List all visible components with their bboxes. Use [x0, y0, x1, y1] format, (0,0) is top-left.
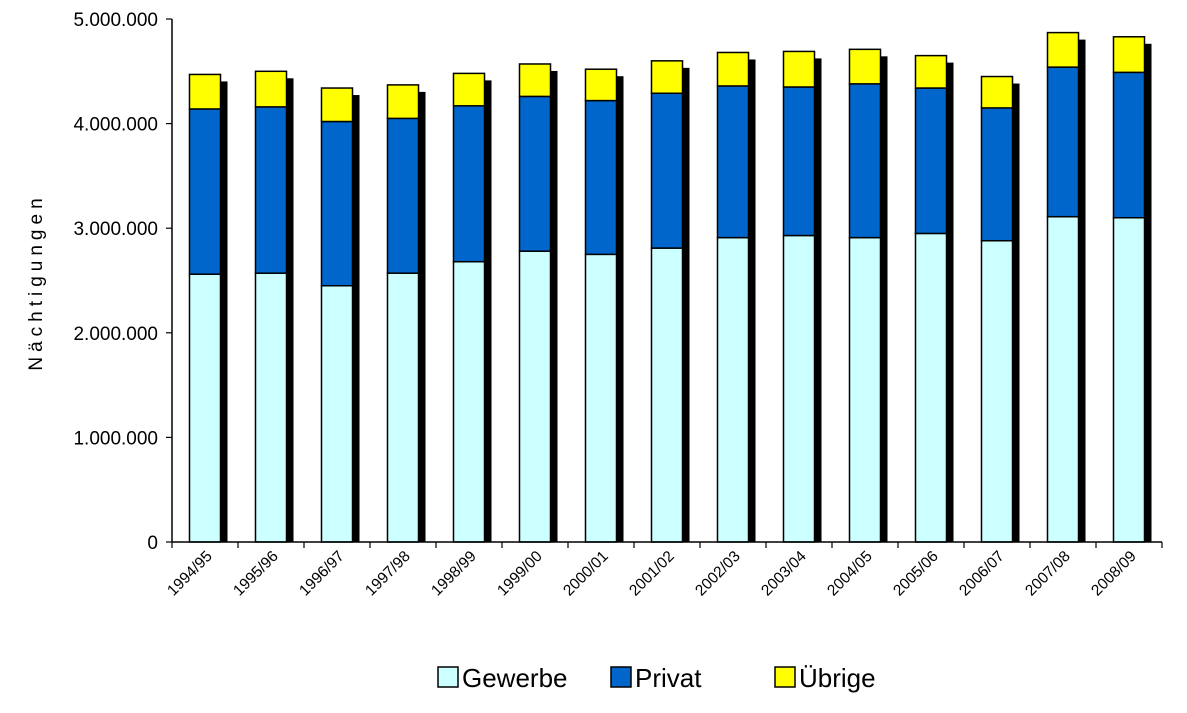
x-tick-label: 1997/98: [362, 548, 414, 600]
axes-group: [166, 18, 1163, 548]
bar-privat-2007/08: [1046, 66, 1080, 218]
legend-swatch-gewerbe: [437, 666, 459, 688]
x-tick-label: 2008/09: [1088, 548, 1140, 600]
bar-übrige-2002/03: [716, 51, 750, 87]
bar-privat-2008/09: [1112, 71, 1146, 219]
x-tick-label: 1994/95: [164, 548, 216, 600]
y-tick-labels: 0 1.000.000 2.000.000 3.000.000 4.000.000 5.0…: [73, 10, 158, 554]
y-tick-label: 1.000.000: [73, 428, 158, 449]
bar-gewerbe-2008/09: [1112, 216, 1146, 543]
bar-übrige-2000/01: [584, 68, 618, 102]
y-tick-label: 2.000.000: [73, 324, 158, 345]
bar-privat-2003/04: [782, 86, 816, 237]
x-tick-label: 2003/04: [758, 548, 810, 600]
bar-übrige-1996/97: [320, 87, 354, 123]
bar-gewerbe-2002/03: [716, 236, 750, 543]
y-axis-title-group: Nächtigungen: [26, 193, 47, 370]
bar-gewerbe-1999/00: [518, 250, 552, 543]
x-tick-label: 1998/99: [428, 548, 480, 600]
y-tick-label: 0: [147, 533, 158, 554]
legend-label-gewerbe: Gewerbe: [462, 663, 568, 693]
bar-privat-2000/01: [584, 99, 618, 256]
bar-privat-1995/96: [254, 106, 288, 274]
bar-übrige-2007/08: [1046, 31, 1080, 68]
x-tick-label: 2004/05: [824, 548, 876, 600]
bar-gewerbe-1998/99: [452, 260, 486, 543]
bar-übrige-2006/07: [980, 75, 1014, 109]
x-tick-label: 1996/97: [296, 548, 348, 600]
bar-gewerbe-1996/97: [320, 284, 354, 543]
legend-swatch-privat: [610, 666, 632, 688]
x-tick-label: 2002/03: [692, 548, 744, 600]
bar-gewerbe-2000/01: [584, 253, 618, 543]
bar-gewerbe-1994/95: [188, 273, 222, 543]
bar-gewerbe-1995/96: [254, 272, 288, 543]
x-tick-label: 1999/00: [494, 548, 546, 600]
x-tick-label: 2007/08: [1022, 548, 1074, 600]
legend-label-privat: Privat: [635, 663, 702, 693]
bar-gewerbe-2005/06: [914, 232, 948, 543]
bar-übrige-2003/04: [782, 50, 816, 88]
x-tick-label: 2006/07: [956, 548, 1008, 600]
bar-übrige-1994/95: [188, 73, 222, 110]
y-tick-label: 3.000.000: [73, 219, 158, 240]
bar-gewerbe-2001/02: [650, 247, 684, 543]
y-axis-title: Nächtigungen: [26, 193, 47, 370]
bar-übrige-1998/99: [452, 72, 486, 107]
bar-privat-1997/98: [386, 117, 420, 274]
legend-swatch-übrige: [774, 666, 796, 688]
bar-übrige-2005/06: [914, 54, 948, 89]
bar-privat-2005/06: [914, 87, 948, 235]
legend: Gewerbe Privat Übrige: [437, 663, 876, 693]
x-tick-labels: 1994/95 1995/96 1996/97 1997/98 1998/99 1999/…: [164, 548, 1140, 600]
bar-gewerbe-2004/05: [848, 236, 882, 543]
bars-group: [188, 31, 1146, 543]
bar-privat-1999/00: [518, 95, 552, 252]
bar-gewerbe-2003/04: [782, 234, 816, 543]
bar-gewerbe-2006/07: [980, 240, 1014, 543]
bar-übrige-1999/00: [518, 63, 552, 98]
bar-privat-1996/97: [320, 120, 354, 287]
x-tick-label: 2005/06: [890, 548, 942, 600]
bar-übrige-2001/02: [650, 60, 684, 95]
bar-gewerbe-1997/98: [386, 272, 420, 543]
bar-privat-1994/95: [188, 108, 222, 275]
x-tick-label: 2001/02: [626, 548, 678, 600]
bar-übrige-2004/05: [848, 48, 882, 85]
bar-privat-2004/05: [848, 83, 882, 239]
bar-privat-2006/07: [980, 107, 1014, 242]
y-tick-label: 4.000.000: [73, 115, 158, 136]
bar-gewerbe-2007/08: [1046, 215, 1080, 543]
bar-übrige-2008/09: [1112, 36, 1146, 74]
x-tick-label: 2000/01: [560, 548, 612, 600]
y-tick-label: 5.000.000: [73, 10, 158, 31]
bar-privat-1998/99: [452, 105, 486, 263]
x-tick-label: 1995/96: [230, 548, 282, 600]
bar-privat-2002/03: [716, 85, 750, 239]
bar-übrige-1997/98: [386, 84, 420, 120]
legend-label-übrige: Übrige: [799, 663, 876, 693]
bar-privat-2001/02: [650, 92, 684, 249]
bar-übrige-1995/96: [254, 70, 288, 108]
